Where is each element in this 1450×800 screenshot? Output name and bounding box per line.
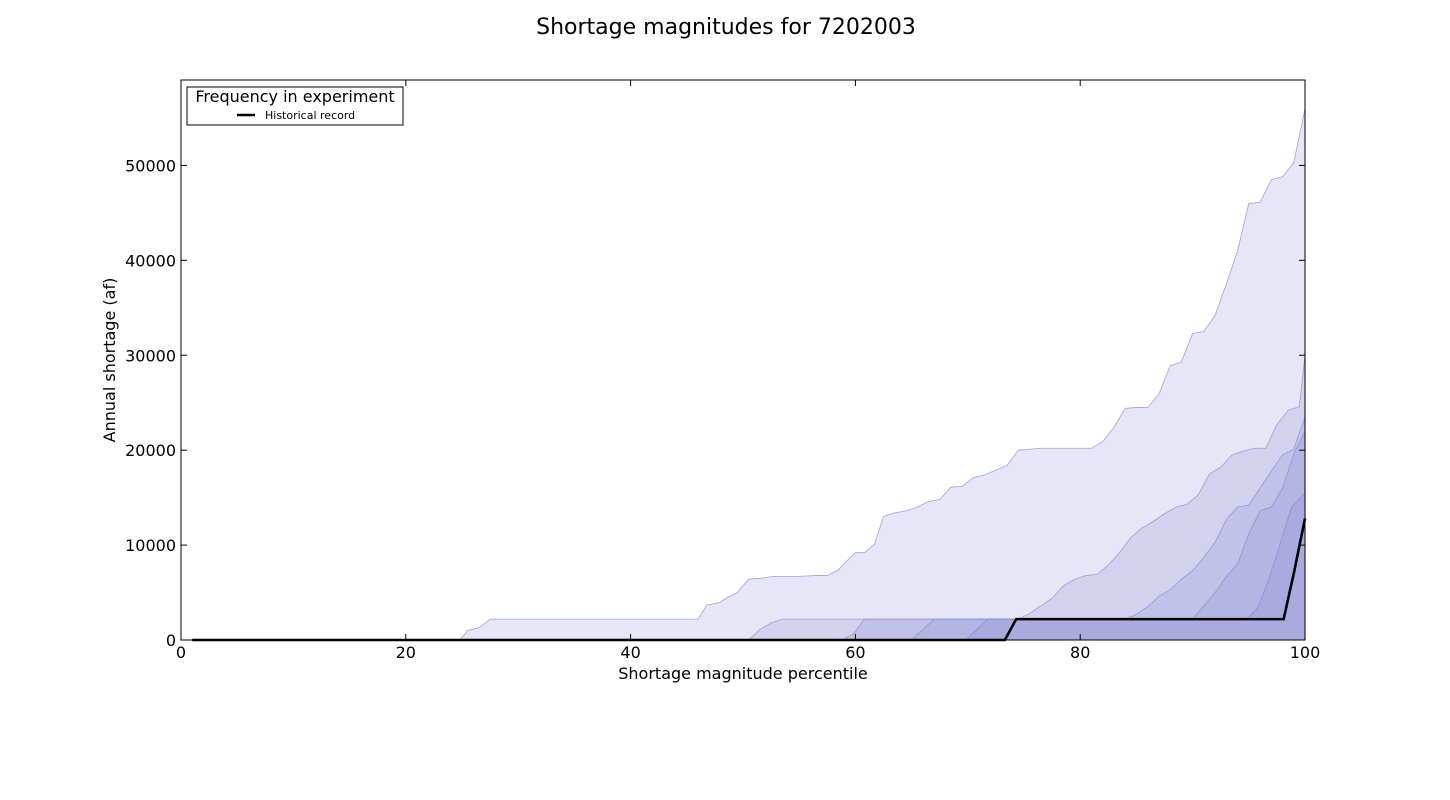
- y-tick-label: 40000: [125, 251, 176, 270]
- legend-title: Frequency in experiment: [195, 87, 394, 106]
- y-tick-label: 20000: [125, 441, 176, 460]
- x-tick-label: 100: [1290, 643, 1321, 662]
- legend: Frequency in experiment Historical recor…: [186, 86, 404, 126]
- y-tick-label: 10000: [125, 536, 176, 555]
- x-axis-label: Shortage magnitude percentile: [618, 664, 867, 683]
- x-tick-label: 40: [620, 643, 640, 662]
- plot-frame: [180, 79, 1306, 641]
- y-tick-label: 50000: [125, 156, 176, 175]
- x-tick-label: 20: [396, 643, 416, 662]
- frequency-band-1: [192, 80, 1306, 641]
- chart-title: Shortage magnitudes for 7202003: [536, 15, 916, 40]
- y-axis-label: Annual shortage (af): [100, 278, 119, 443]
- y-tick-label: 30000: [125, 346, 176, 365]
- x-tick-label: 0: [176, 643, 186, 662]
- legend-label-historical: Historical record: [265, 109, 355, 122]
- frequency-bands: [192, 80, 1306, 641]
- x-tick-label: 80: [1070, 643, 1090, 662]
- frequency-band-2: [192, 262, 1306, 641]
- x-tick-label: 60: [845, 643, 865, 662]
- y-tick-label: 0: [166, 631, 176, 650]
- legend-box: [186, 86, 404, 126]
- axis-ticks: 0 20 40 60 80 100 0 10000 20000 30000 40000 50000: [125, 80, 1320, 662]
- frequency-band-5: [192, 486, 1306, 641]
